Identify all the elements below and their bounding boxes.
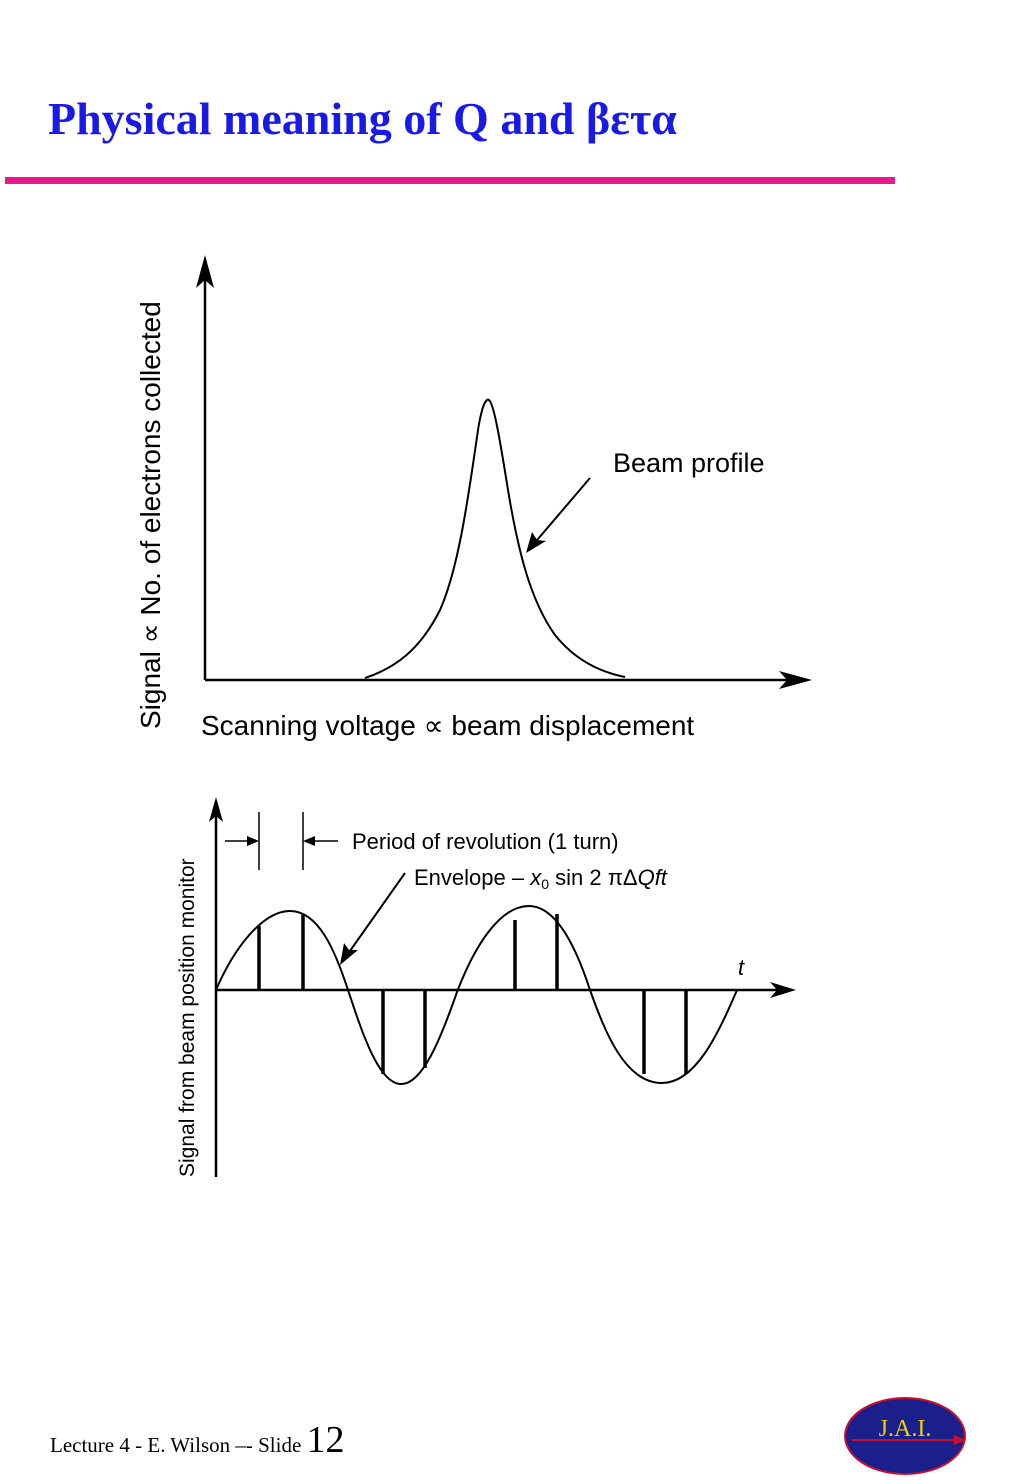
profile-x-arrowhead <box>779 671 812 689</box>
slide-title: Physical meaning of Q and βετα <box>48 93 677 144</box>
bpm-signal-diagram: t Period of revolution (1 turn) Envelope… <box>176 797 796 1177</box>
jai-logo-text: J.A.I. <box>878 1416 932 1442</box>
bpm-t-label: t <box>738 955 745 980</box>
jai-logo-emblem <box>844 1397 966 1475</box>
beam-profile-curve <box>364 398 626 679</box>
envelope-label-end: Qft <box>638 865 668 890</box>
title-underline <box>5 177 895 184</box>
beam-profile-pointer <box>531 477 591 547</box>
bpm-y-axis-label: Signal from beam position monitor <box>176 858 199 1177</box>
profile-y-arrowhead <box>196 255 214 288</box>
envelope-label-pi: πΔ <box>608 865 638 890</box>
envelope-curve <box>215 904 738 1086</box>
footer-lecture: Lecture 4 - E. Wilson –- Slide <box>50 1433 307 1457</box>
beam-profile-diagram: Beam profile Scanning voltage ∝ beam dis… <box>135 255 812 741</box>
slide-number: 12 <box>306 1419 345 1461</box>
beam-profile-pointer-head <box>526 532 546 553</box>
envelope-pointer-head <box>340 943 358 965</box>
envelope-pointer <box>344 872 406 959</box>
revolution-markers <box>257 914 688 1074</box>
jai-logo: J.A.I. <box>842 1396 968 1476</box>
profile-y-axis-label: Signal ∝ No. of electrons collected <box>135 301 166 729</box>
period-arrow-right-head <box>303 836 315 846</box>
beam-profile-label: Beam profile <box>613 448 765 478</box>
profile-x-axis-label: Scanning voltage ∝ beam displacement <box>201 710 694 741</box>
envelope-label: Envelope – x0 sin 2 πΔQft <box>414 865 668 892</box>
envelope-label-sub: 0 <box>541 876 549 892</box>
bpm-y-arrowhead <box>209 797 223 822</box>
envelope-label-x: x <box>529 865 542 890</box>
envelope-label-prefix: Envelope – <box>414 865 530 890</box>
period-arrow-left-head <box>247 836 259 846</box>
bpm-t-arrowhead <box>770 982 796 998</box>
slide-footer: Lecture 4 - E. Wilson –- Slide 12 <box>50 1418 345 1462</box>
envelope-label-mid: sin 2 <box>549 865 608 890</box>
period-label: Period of revolution (1 turn) <box>352 829 619 854</box>
